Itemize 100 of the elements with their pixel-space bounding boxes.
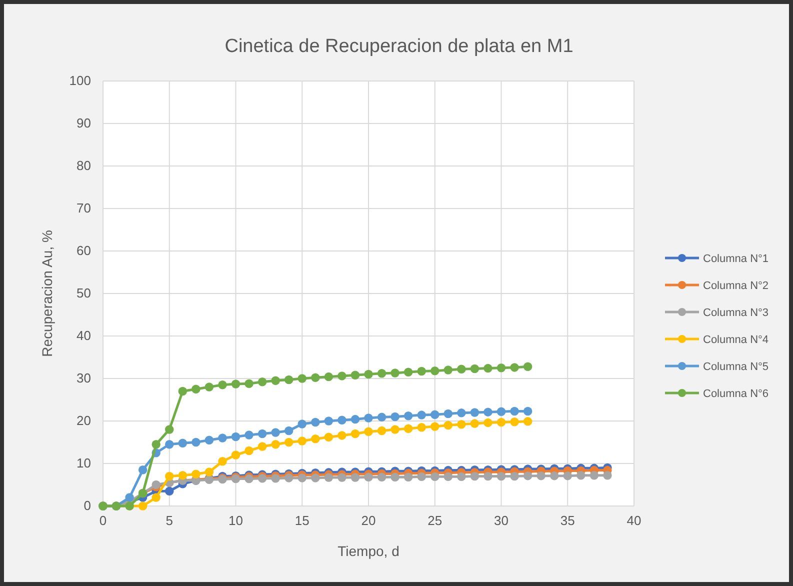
point [603,471,612,480]
point [204,468,214,476]
point [457,420,466,429]
point [298,436,306,446]
x-tick-label: 30 [494,513,508,528]
point [192,470,200,478]
point [284,438,294,447]
point [284,426,294,436]
point [390,412,400,422]
y-tick-label: 30 [76,370,91,386]
point [364,370,373,379]
y-tick-label: 40 [76,328,91,344]
point [204,382,214,392]
point [496,472,506,481]
y-tick-label: 80 [76,158,91,174]
point [178,438,188,448]
point [324,432,334,442]
y-tick-label: 50 [76,286,91,301]
x-tick-label: 20 [361,513,376,528]
legend-label: Columna N°3 [703,307,769,319]
x-tick-label: 5 [166,513,173,528]
point [271,376,280,385]
x-tick-label: 10 [228,513,243,528]
point [311,373,320,382]
point [484,408,492,416]
x-tick-label: 15 [294,513,310,528]
point [244,379,254,388]
point [444,409,453,418]
point [350,429,360,438]
point [457,472,466,482]
point [231,450,240,460]
point [470,364,480,374]
legend-label: Columna N°5 [703,361,769,373]
point [536,471,546,480]
point [138,466,148,474]
point [470,408,480,417]
point [563,471,572,480]
point [311,474,320,482]
point [590,471,599,480]
legend-label: Columna N°1 [703,253,769,265]
point [390,472,400,482]
y-tick-label: 90 [76,116,91,131]
point [192,384,200,394]
y-axis-title: Recuperacion Au, % [39,230,55,357]
point [444,472,453,482]
y-tick-label: 0 [84,498,91,514]
point [218,380,227,390]
point [484,364,492,373]
point [417,472,426,482]
point [377,369,386,378]
point [364,472,373,482]
x-axis-title: Tiempo, d [338,543,400,559]
point [165,472,174,481]
point [350,370,360,380]
point [231,380,240,388]
point [523,417,532,426]
x-tick-label: 40 [626,513,642,528]
y-tick-label: 10 [76,456,91,471]
point [350,414,360,424]
point [484,418,492,428]
point [470,472,480,481]
point [178,386,188,396]
point [298,374,306,383]
point [258,442,267,451]
point [444,366,453,374]
point [457,408,466,418]
point [324,416,334,426]
point [484,472,492,481]
point [258,474,267,483]
chart-title: Cinetica de Recuperacion de plata en M1 [224,36,574,57]
legend-label: Columna N°4 [703,334,769,346]
point [510,406,519,416]
point [165,425,174,434]
y-tick-label: 20 [76,413,91,428]
point [430,422,440,431]
point [496,418,506,427]
point [377,412,386,422]
point [523,406,532,416]
point [364,414,373,422]
point [377,426,386,436]
point [496,364,506,372]
point [284,474,294,482]
point [430,472,440,482]
point [390,368,400,378]
point [338,473,346,482]
point [284,375,294,384]
point [298,474,306,482]
legend-label: Columna N°6 [703,388,769,400]
point [165,486,174,496]
y-tick-label: 100 [69,73,91,88]
point [311,434,320,444]
x-tick-label: 35 [560,513,575,528]
point [311,418,320,427]
point [165,440,174,449]
point [178,471,188,480]
point [404,424,413,434]
y-tick-label: 60 [76,243,91,258]
point [550,471,559,480]
point [510,417,519,426]
point [364,427,373,436]
